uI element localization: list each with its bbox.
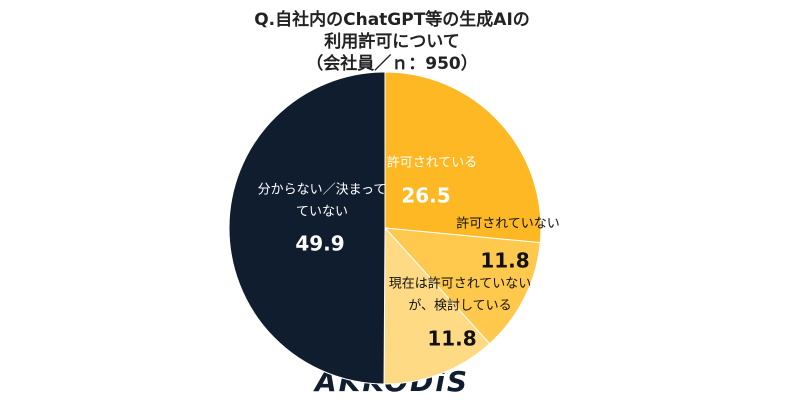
slice-label: 許可されていない [456, 217, 560, 232]
slice-label: 現在は許可されていない [389, 277, 532, 292]
value-label: 26.5 [401, 184, 450, 208]
pie-slice [383, 227, 541, 345]
pie-slice [228, 71, 386, 385]
value-label: 11.8 [427, 327, 476, 351]
slice-label: 分からない／決まって [258, 183, 387, 198]
slice-label: 許可されている [387, 156, 478, 171]
value-label: 49.9 [295, 232, 344, 256]
pie-slice [384, 71, 542, 244]
pie-slice [383, 226, 491, 385]
chart-title: 利用許可について [324, 31, 460, 52]
slice-label: ていない [296, 205, 348, 220]
chart-title: Q.自社内のChatGPT等の生成AIの [254, 9, 530, 30]
value-label: 11.8 [480, 249, 529, 273]
chart-title: （会社員／ｎ：950） [306, 53, 478, 74]
slice-label: が、検討している [408, 298, 511, 314]
